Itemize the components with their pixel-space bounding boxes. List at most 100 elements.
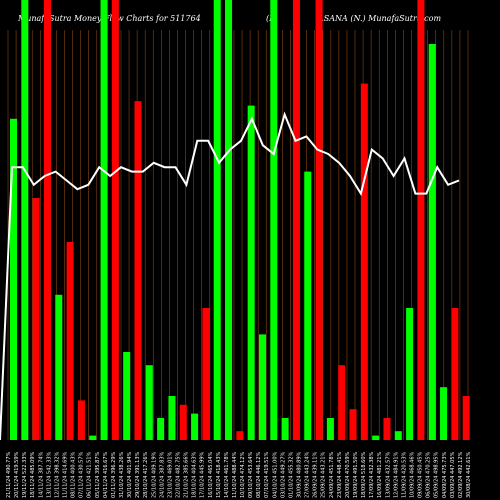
bar-up bbox=[191, 413, 199, 440]
x-tick-label: 30/09/24 480.89% bbox=[297, 451, 303, 498]
x-tick-label: 06/09/24 470.25% bbox=[426, 451, 432, 498]
bar-down bbox=[292, 0, 300, 440]
x-tick-label: 02/09/24 492.12% bbox=[458, 451, 464, 498]
bar-down bbox=[315, 0, 323, 440]
bar-up bbox=[213, 0, 221, 440]
bar-up bbox=[225, 0, 233, 440]
bar-down bbox=[66, 242, 74, 440]
x-tick-label: 11/11/24 414.69% bbox=[63, 451, 69, 498]
bar-down bbox=[383, 418, 391, 440]
bar-up bbox=[100, 0, 108, 440]
bar-up bbox=[157, 418, 165, 440]
x-tick-label: 14/10/24 461.78% bbox=[224, 451, 230, 498]
bar-up bbox=[247, 105, 255, 440]
x-tick-label: 01/11/24 396.29% bbox=[111, 451, 117, 498]
x-tick-label: 27/09/24 443.24% bbox=[305, 451, 311, 498]
x-tick-label: 04/09/24 475.73% bbox=[442, 451, 448, 498]
x-tick-label: 25/10/24 409.19% bbox=[151, 451, 157, 498]
chart-title-mid: (P bbox=[266, 14, 275, 23]
x-tick-label: 17/10/24 445.99% bbox=[200, 451, 206, 498]
bar-down bbox=[32, 198, 40, 440]
bar-down bbox=[77, 400, 85, 440]
x-tick-label: 16/10/24 465.04% bbox=[208, 451, 214, 498]
x-tick-label: 05/11/24 395.87% bbox=[95, 451, 101, 498]
flow-line bbox=[0, 111, 460, 441]
bar-up bbox=[304, 171, 312, 440]
x-tick-label: 18/09/24 518.60% bbox=[361, 451, 367, 498]
bar-series bbox=[10, 0, 470, 441]
x-tick-label: 18/11/24 485.09% bbox=[30, 451, 36, 498]
bar-up bbox=[258, 334, 266, 440]
x-tick-label: 03/10/24 449.27% bbox=[280, 451, 286, 498]
x-tick-label: 24/10/24 387.83% bbox=[159, 451, 165, 498]
bar-up bbox=[406, 308, 414, 440]
x-tick-label: 10/09/24 468.46% bbox=[410, 451, 416, 498]
x-tick-label: 29/10/24 391.13% bbox=[135, 451, 141, 498]
bar-up bbox=[394, 431, 402, 440]
bar-down bbox=[462, 396, 470, 440]
x-tick-label: 13/11/24 542.33% bbox=[46, 451, 52, 498]
grid-lines bbox=[7, 30, 469, 440]
bar-down bbox=[417, 0, 425, 440]
x-tick-label: 05/09/24 498.95% bbox=[434, 451, 440, 498]
bar-up bbox=[10, 118, 18, 441]
bar-up bbox=[145, 365, 153, 440]
x-tick-label: 16/09/24 481.21% bbox=[377, 451, 383, 498]
bar-down bbox=[451, 308, 459, 440]
x-tick-label: 20/11/24 419.59% bbox=[14, 451, 20, 498]
bar-down bbox=[43, 0, 51, 440]
x-tick-label: 24/09/24 451.78% bbox=[329, 451, 335, 498]
bar-down bbox=[134, 101, 142, 440]
x-tick-label: 20/09/24 470.59% bbox=[345, 451, 351, 498]
x-tick-label: 03/09/24 447.05% bbox=[450, 451, 456, 498]
x-tick-label: 07/10/24 419.51% bbox=[264, 451, 270, 498]
x-tick-label: 23/09/24 448.41% bbox=[337, 451, 343, 498]
x-tick-label: 14/11/24 387.74% bbox=[38, 451, 44, 498]
x-tick-label: 08/11/24 400.43% bbox=[71, 451, 77, 498]
bar-up bbox=[168, 396, 176, 440]
x-tick-label: 10/10/24 474.12% bbox=[240, 451, 246, 498]
x-tick-label: 13/09/24 432.57% bbox=[385, 451, 391, 498]
bar-down bbox=[360, 83, 368, 440]
x-tick-label: 21/10/24 385.66% bbox=[184, 451, 190, 498]
x-tick-label: 18/10/24 404.63% bbox=[192, 451, 198, 498]
x-tick-label: 04/11/24 416.67% bbox=[103, 451, 109, 498]
x-tick-label: 12/09/24 484.91% bbox=[393, 451, 399, 498]
bar-up bbox=[428, 44, 436, 440]
x-tick-label: 08/10/24 446.12% bbox=[256, 451, 262, 498]
x-tick-label: 19/09/24 491.50% bbox=[353, 451, 359, 498]
bar-up bbox=[123, 352, 131, 440]
bar-up bbox=[270, 0, 278, 440]
bar-down bbox=[179, 404, 187, 440]
x-tick-label: 30/08/24 442.61% bbox=[466, 451, 472, 498]
chart-title-right: ASANA (N.) MunafaSutra.com bbox=[318, 14, 442, 23]
x-tick-label: 22/10/24 482.75% bbox=[176, 451, 182, 498]
x-tick-label: 19/11/24 522.33% bbox=[22, 451, 28, 498]
chart-title-left: MunafaSutra Money Flow Charts for 511764 bbox=[18, 14, 201, 23]
x-tick-label: 09/09/24 450.45% bbox=[418, 451, 424, 498]
x-tick-label: 01/10/24 455.32% bbox=[289, 451, 295, 498]
x-tick-label: 12/11/24 398.32% bbox=[54, 451, 60, 498]
bar-down bbox=[349, 409, 357, 440]
x-axis-labels: 21/11/24 490.77% 20/11/24 419.59% 19/11/24… bbox=[6, 451, 472, 498]
bar-down bbox=[202, 308, 210, 440]
bar-up bbox=[89, 435, 97, 440]
x-tick-label: 11/10/24 488.44% bbox=[232, 451, 238, 498]
bar-up bbox=[326, 418, 334, 440]
bar-up bbox=[372, 435, 380, 440]
x-tick-label: 30/10/24 401.94% bbox=[127, 451, 133, 498]
bar-up bbox=[55, 294, 63, 440]
x-tick-label: 28/10/24 417.26% bbox=[143, 451, 149, 498]
bar-down bbox=[111, 0, 119, 440]
x-tick-label: 25/09/24 443.21% bbox=[321, 451, 327, 498]
bar-down bbox=[236, 431, 244, 440]
x-tick-label: 21/11/24 490.77% bbox=[6, 451, 12, 498]
x-tick-label: 26/09/24 439.11% bbox=[313, 451, 319, 498]
bar-up bbox=[281, 418, 289, 440]
x-tick-label: 31/10/24 438.26% bbox=[119, 451, 125, 498]
x-tick-label: 23/10/24 469.01% bbox=[167, 451, 173, 498]
x-tick-label: 06/11/24 421.51% bbox=[87, 451, 93, 498]
bar-down bbox=[338, 365, 346, 440]
bar-up bbox=[440, 387, 448, 440]
